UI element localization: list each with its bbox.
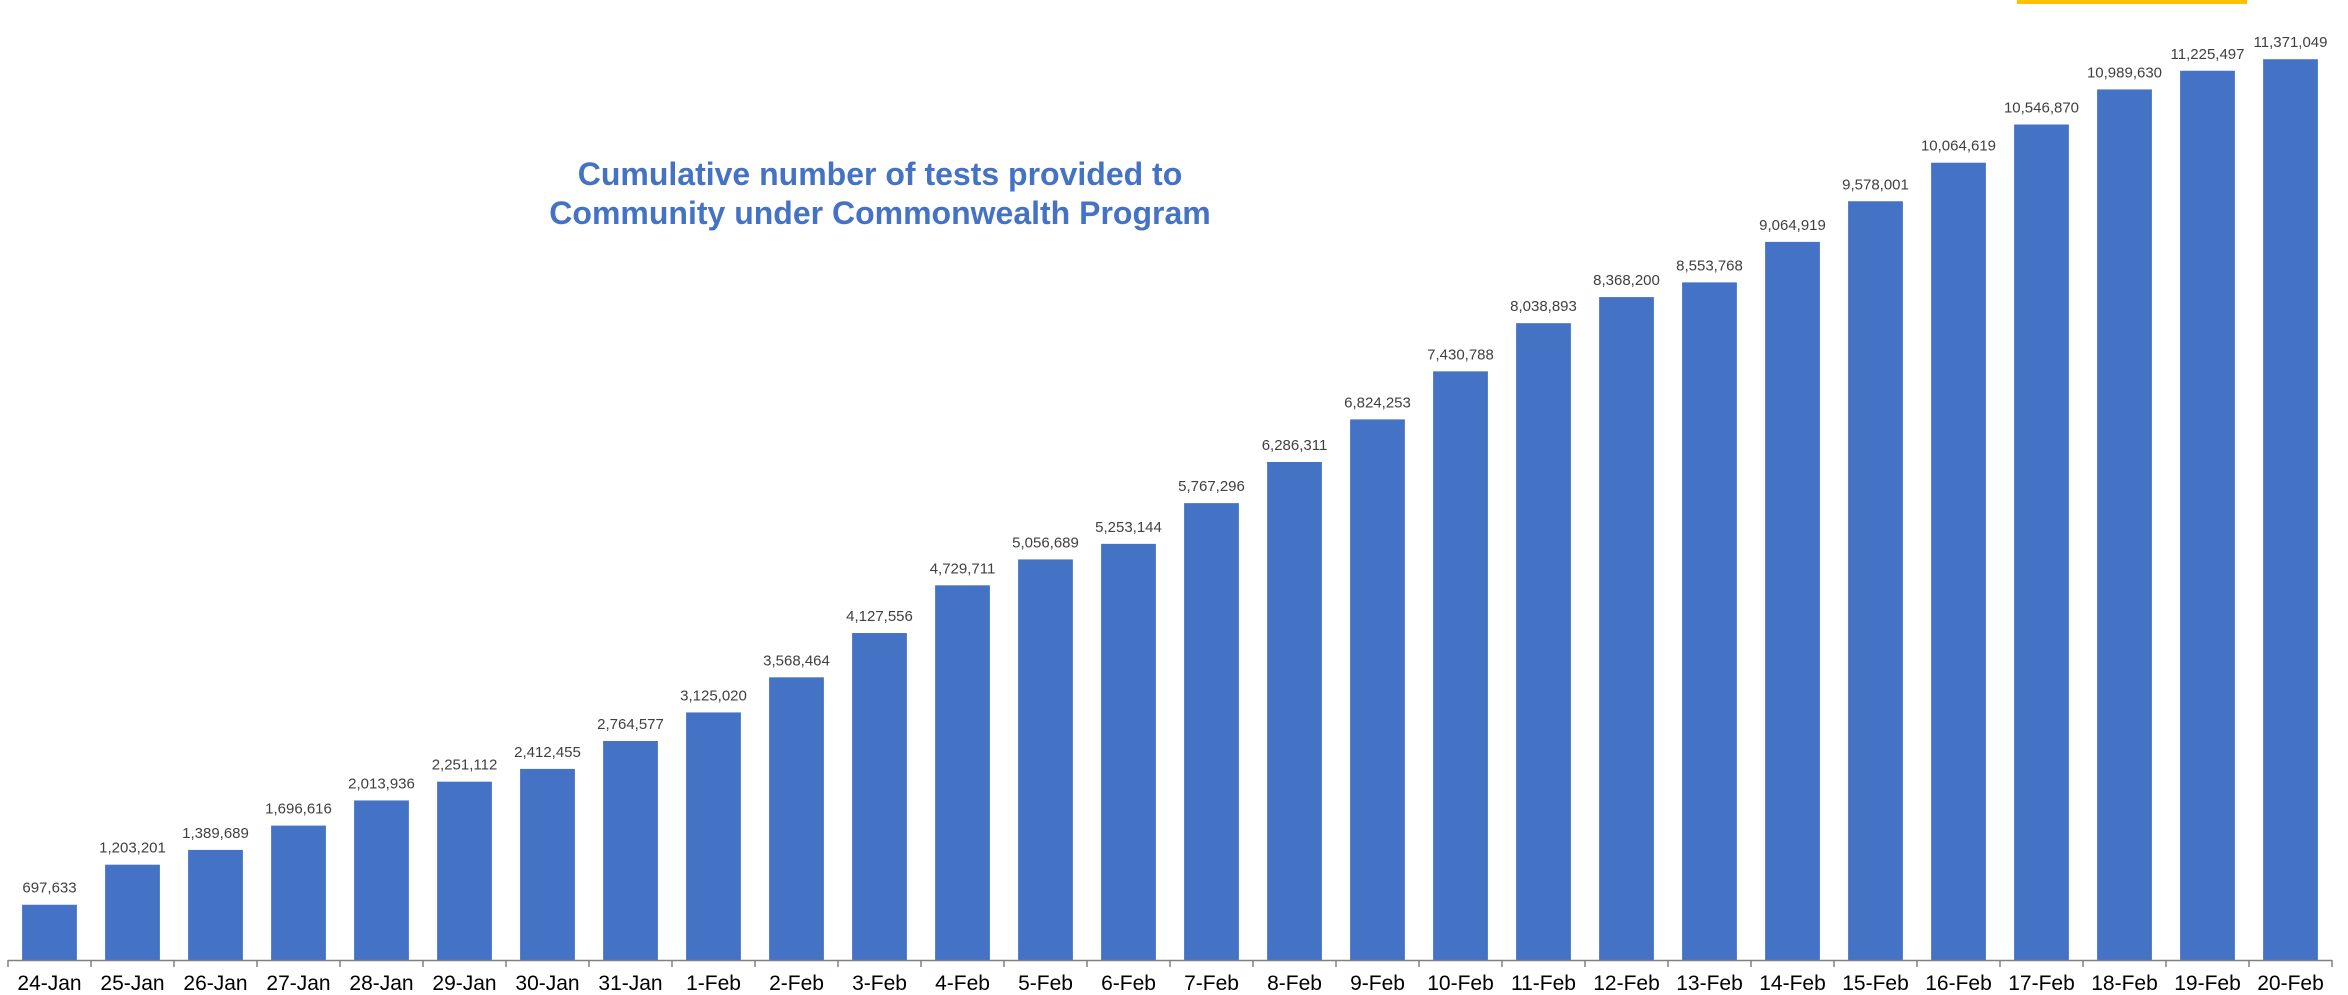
bar-3-Feb	[852, 633, 907, 960]
bar-27-Jan	[271, 825, 326, 960]
bar-31-Jan	[603, 741, 658, 960]
chart-title-line-2: Community under Commonwealth Program	[549, 195, 1211, 231]
bar-16-Feb	[1931, 162, 1986, 960]
bar-2-Feb	[769, 677, 824, 960]
value-label-6-Feb: 5,253,144	[1095, 519, 1162, 536]
value-label-20-Feb: 11,371,049	[2254, 34, 2328, 51]
bar-11-Feb	[1516, 323, 1571, 960]
tick-label-2-Feb: 2-Feb	[769, 972, 824, 995]
tick-label-5-Feb: 5-Feb	[1018, 972, 1073, 995]
bar-5-Feb	[1018, 559, 1073, 960]
value-label-24-Jan: 697,633	[22, 880, 76, 897]
value-label-16-Feb: 10,064,619	[1921, 138, 1996, 155]
value-label-9-Feb: 6,824,253	[1344, 394, 1411, 411]
value-label-13-Feb: 8,553,768	[1676, 257, 1743, 274]
bar-28-Jan	[354, 800, 409, 960]
bar-8-Feb	[1267, 462, 1322, 960]
value-label-26-Jan: 1,389,689	[182, 825, 249, 842]
value-label-11-Feb: 8,038,893	[1510, 298, 1577, 315]
tick-label-10-Feb: 10-Feb	[1427, 972, 1494, 995]
value-label-15-Feb: 9,578,001	[1842, 176, 1909, 193]
tick-label-8-Feb: 8-Feb	[1267, 972, 1322, 995]
bar-4-Feb	[935, 585, 990, 960]
tick-label-30-Jan: 30-Jan	[515, 972, 579, 995]
value-label-14-Feb: 9,064,919	[1759, 217, 1826, 234]
value-label-7-Feb: 5,767,296	[1178, 478, 1245, 495]
bar-26-Jan	[188, 849, 243, 960]
tick-label-3-Feb: 3-Feb	[852, 972, 907, 995]
bar-14-Feb	[1765, 241, 1820, 960]
tick-label-7-Feb: 7-Feb	[1184, 972, 1239, 995]
tick-label-18-Feb: 18-Feb	[2091, 972, 2158, 995]
tick-label-29-Jan: 29-Jan	[432, 972, 496, 995]
value-label-12-Feb: 8,368,200	[1593, 272, 1660, 289]
bar-1-Feb	[686, 712, 741, 960]
bar-9-Feb	[1350, 419, 1405, 960]
value-label-2-Feb: 3,568,464	[763, 652, 830, 669]
tick-label-13-Feb: 13-Feb	[1676, 972, 1743, 995]
bar-13-Feb	[1682, 282, 1737, 960]
tick-label-17-Feb: 17-Feb	[2008, 972, 2075, 995]
value-label-28-Jan: 2,013,936	[348, 775, 415, 792]
bar-29-Jan	[437, 781, 492, 960]
tick-label-4-Feb: 4-Feb	[935, 972, 990, 995]
x-axis: 24-Jan 25-Jan 26-Jan 27-Jan 28-Jan 29-Jan 30-J…	[7, 959, 2333, 995]
value-label-29-Jan: 2,251,112	[432, 757, 498, 774]
chart-title-line-1: Cumulative number of tests provided to	[577, 156, 1183, 192]
bar-15-Feb	[1848, 201, 1903, 960]
tick-label-25-Jan: 25-Jan	[100, 972, 164, 995]
value-labels-layer: 697,633 1,203,201 1,389,689 1,696,616 2,013,…	[22, 34, 2327, 897]
bars-layer	[22, 59, 2318, 961]
bar-19-Feb	[2180, 70, 2235, 960]
tick-label-15-Feb: 15-Feb	[1842, 972, 1909, 995]
bar-20-Feb	[2263, 59, 2318, 961]
tick-label-9-Feb: 9-Feb	[1350, 972, 1405, 995]
tick-label-11-Feb: 11-Feb	[1511, 972, 1576, 995]
accent-strip	[2017, 0, 2247, 4]
value-label-3-Feb: 4,127,556	[846, 608, 913, 625]
value-label-5-Feb: 5,056,689	[1012, 534, 1079, 551]
tick-label-12-Feb: 12-Feb	[1593, 972, 1660, 995]
bar-7-Feb	[1184, 503, 1239, 960]
tick-label-6-Feb: 6-Feb	[1101, 972, 1156, 995]
value-label-19-Feb: 11,225,497	[2171, 46, 2245, 63]
tick-label-31-Jan: 31-Jan	[598, 972, 662, 995]
bar-6-Feb	[1101, 543, 1156, 960]
bar-30-Jan	[520, 768, 575, 960]
tick-label-24-Jan: 24-Jan	[17, 972, 81, 995]
value-label-30-Jan: 2,412,455	[514, 744, 581, 761]
tick-label-19-Feb: 19-Feb	[2174, 972, 2241, 995]
bar-12-Feb	[1599, 297, 1654, 961]
tick-label-1-Feb: 1-Feb	[686, 972, 741, 995]
tick-label-27-Jan: 27-Jan	[266, 972, 330, 995]
value-label-1-Feb: 3,125,020	[680, 687, 747, 704]
value-label-4-Feb: 4,729,711	[930, 560, 996, 577]
tick-label-14-Feb: 14-Feb	[1759, 972, 1826, 995]
value-label-25-Jan: 1,203,201	[99, 840, 166, 857]
tick-label-26-Jan: 26-Jan	[183, 972, 247, 995]
bar-18-Feb	[2097, 89, 2152, 961]
bar-17-Feb	[2014, 124, 2069, 960]
value-label-31-Jan: 2,764,577	[597, 716, 664, 733]
value-label-18-Feb: 10,989,630	[2087, 64, 2162, 81]
value-label-8-Feb: 6,286,311	[1262, 437, 1328, 454]
value-label-10-Feb: 7,430,788	[1427, 346, 1494, 363]
value-label-17-Feb: 10,546,870	[2004, 100, 2079, 117]
chart-title: Cumulative number of tests provided to C…	[380, 155, 1380, 233]
bar-24-Jan	[22, 904, 77, 960]
bar-10-Feb	[1433, 371, 1488, 961]
bar-25-Jan	[105, 864, 160, 960]
tick-label-28-Jan: 28-Jan	[349, 972, 413, 995]
value-label-27-Jan: 1,696,616	[265, 801, 332, 818]
tick-label-16-Feb: 16-Feb	[1925, 972, 1992, 995]
tick-label-20-Feb: 20-Feb	[2257, 972, 2324, 995]
